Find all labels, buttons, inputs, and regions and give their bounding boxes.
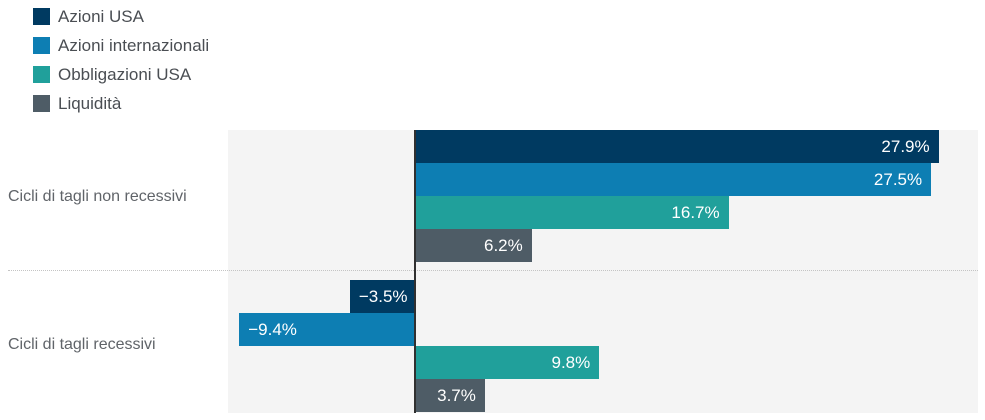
plot-area: 27.9% 27.5% 16.7% 6.2% −3.5% −9.4% 9.8% 3.7% <box>228 130 978 413</box>
legend-label: Azioni USA <box>58 7 144 26</box>
legend-label: Obbligazioni USA <box>58 65 192 84</box>
bar: −9.4% <box>239 313 416 346</box>
bar-value-label: 3.7% <box>437 385 476 405</box>
legend-item-azioni-internazionali: Azioni internazionali <box>33 37 209 54</box>
legend-item-azioni-usa: Azioni USA <box>33 8 209 25</box>
legend-item-liquidita: Liquidità <box>33 95 209 112</box>
bar: 3.7% <box>415 379 485 412</box>
bar: 6.2% <box>415 229 532 262</box>
bar-value-label: 16.7% <box>671 202 720 222</box>
bar: 16.7% <box>415 196 729 229</box>
bar-value-label: 27.9% <box>881 136 930 156</box>
bar-value-label: −9.4% <box>248 319 297 339</box>
bar-value-label: −3.5% <box>358 286 408 306</box>
bar: 27.9% <box>415 130 939 163</box>
bar: 9.8% <box>415 346 600 379</box>
legend-swatch-liquidita <box>33 95 50 112</box>
legend-swatch-obbligazioni-usa <box>33 66 50 83</box>
legend-label: Azioni internazionali <box>58 36 210 55</box>
legend-swatch-azioni-usa <box>33 8 50 25</box>
bar: −3.5% <box>349 280 416 313</box>
category-label-non-recessivi: Cicli di tagli non recessivi <box>8 188 187 205</box>
legend: Azioni USA Azioni internazionali Obbliga… <box>33 8 209 112</box>
legend-swatch-azioni-internazionali <box>33 37 50 54</box>
group-divider-line <box>8 270 978 271</box>
bar: 27.5% <box>415 163 932 196</box>
legend-label: Liquidità <box>58 94 122 113</box>
bar-value-label: 9.8% <box>551 352 591 372</box>
zero-axis-line <box>413 130 416 413</box>
legend-item-obbligazioni-usa: Obbligazioni USA <box>33 66 209 83</box>
bar-value-label: 27.5% <box>873 169 923 189</box>
category-label-recessivi: Cicli di tagli recessivi <box>8 336 156 353</box>
bar-value-label: 6.2% <box>484 235 523 255</box>
